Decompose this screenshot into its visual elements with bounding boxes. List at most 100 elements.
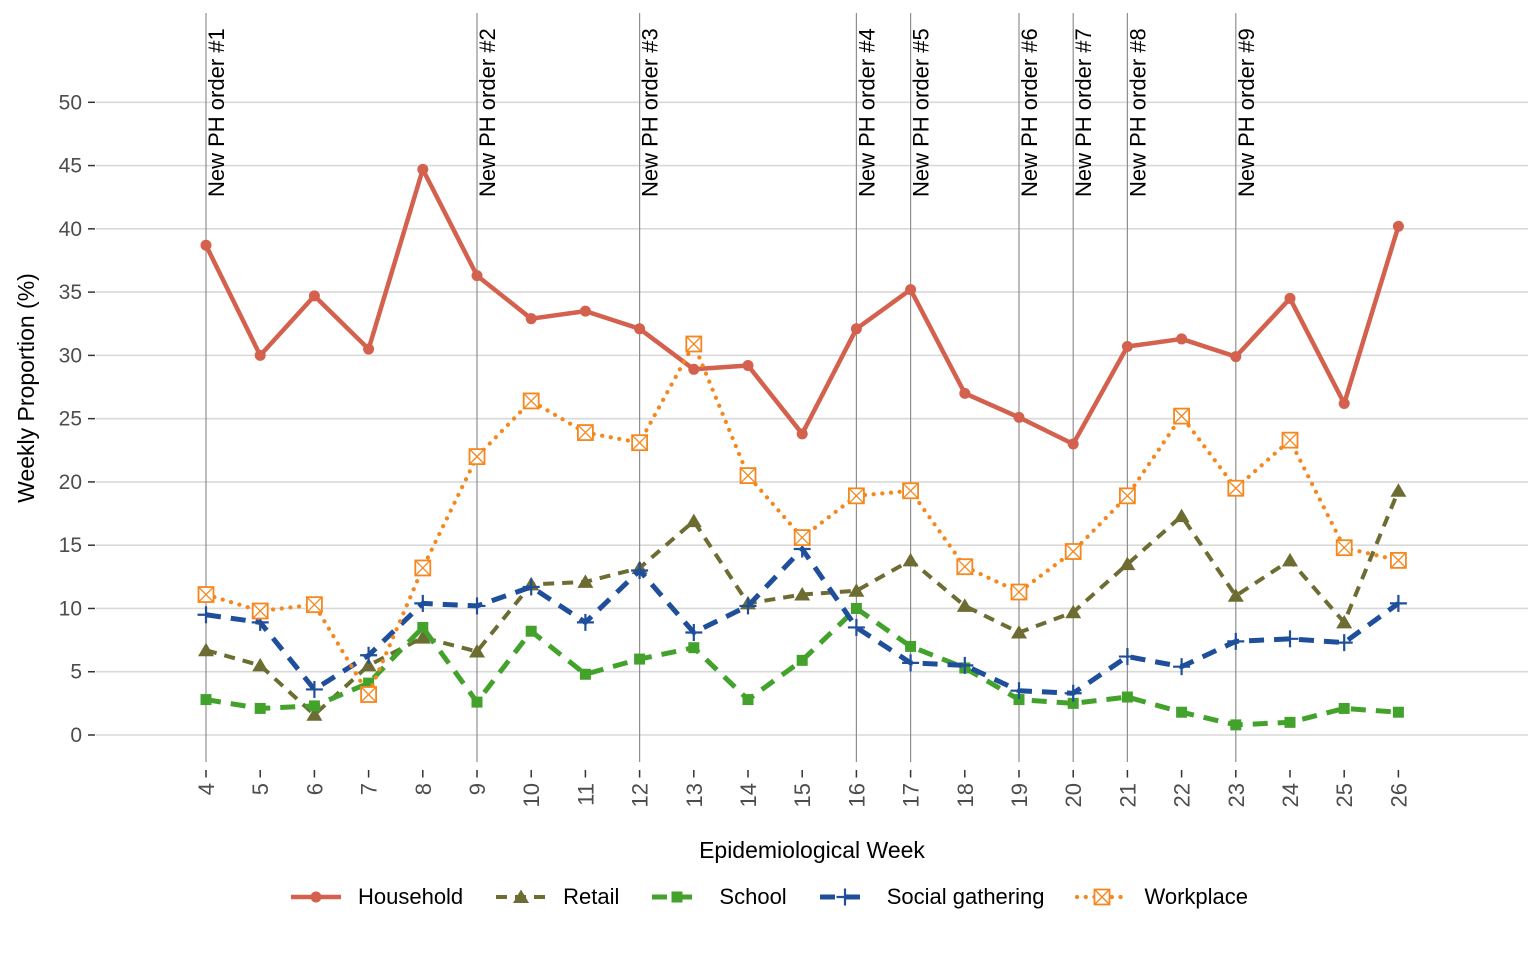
crossed-square-marker [1335, 539, 1353, 557]
triangle-marker [1336, 614, 1353, 629]
legend-marker [819, 888, 870, 906]
ph-order-label: New PH order #4 [854, 28, 879, 197]
x-tick-label: 18 [953, 783, 978, 807]
plus-marker [631, 561, 649, 579]
square-marker [1230, 719, 1242, 731]
plus-marker [1335, 634, 1353, 652]
plus-marker [836, 888, 854, 906]
plus-marker [739, 597, 757, 615]
plus-marker [1281, 630, 1299, 648]
triangle-marker [1390, 483, 1407, 497]
crossed-square-marker [468, 448, 486, 466]
x-axis-ticks [205, 770, 1400, 778]
x-tick-label: 23 [1224, 783, 1249, 807]
crossed-square-marker [577, 424, 594, 441]
plus-marker [522, 578, 540, 596]
ph-order-label: New PH order #7 [1071, 28, 1096, 197]
ph-order-label: New PH order #6 [1017, 28, 1042, 197]
chart-svg: New PH order #1 New PH order #2 New PH ord… [13, 13, 1528, 863]
y-tick-label: 40 [59, 218, 82, 241]
triangle-marker [198, 642, 214, 657]
legend-label: Social gathering [886, 884, 1045, 909]
plus-marker [197, 606, 215, 624]
circle-marker [471, 270, 483, 282]
legend-label: School [719, 884, 787, 909]
legend-marker [1075, 888, 1130, 906]
x-tick-label: 25 [1332, 783, 1357, 807]
plus-marker [956, 656, 974, 674]
y-tick-label: 20 [59, 471, 82, 494]
square-marker [742, 694, 754, 706]
square-marker [796, 654, 808, 666]
triangle-marker [1065, 604, 1082, 619]
legend-label: Household [357, 884, 464, 909]
plus-marker [1064, 684, 1082, 702]
series-workplace [197, 335, 1407, 703]
triangle-marker [1282, 552, 1298, 567]
circle-marker [1338, 397, 1350, 409]
series-line [205, 490, 1401, 717]
x-tick-label: 13 [682, 783, 707, 807]
plus-marker [902, 654, 920, 672]
triangle-marker [1119, 556, 1136, 571]
x-tick-label: 9 [465, 783, 490, 795]
circle-marker [308, 290, 320, 302]
plus-marker [1173, 658, 1191, 676]
y-tick-label: 30 [59, 344, 82, 367]
square-marker [471, 696, 483, 708]
y-tick-label: 5 [70, 661, 82, 684]
legend-item-social-gathering: Social gathering [817, 884, 1045, 910]
x-tick-label: 6 [302, 783, 327, 795]
square-marker [417, 621, 429, 633]
ph-order-annotation-lines [205, 13, 1237, 762]
plus-marker [1118, 648, 1136, 666]
legend-item-workplace: Workplace [1074, 884, 1248, 910]
circle-marker [959, 387, 971, 399]
square-marker [671, 891, 683, 903]
data-series-layer [197, 163, 1407, 731]
x-axis-tick-labels: 4 5 6 7 8 9 10 11 12 13 14 15 16 17 18 19 20 21 22 23 24 25 26 [194, 783, 1411, 807]
crossed-square-marker [631, 434, 648, 452]
crossed-square-marker [848, 487, 865, 505]
x-tick-label: 22 [1170, 783, 1195, 807]
legend-item-household: Household [288, 884, 463, 910]
crossed-square-marker [251, 602, 269, 620]
triangle-marker [306, 707, 323, 721]
circle-marker [796, 428, 808, 440]
x-tick-label: 7 [357, 783, 382, 795]
x-tick-label: 19 [1007, 783, 1032, 807]
y-axis-tick-labels: 0 5 10 15 20 25 30 35 40 45 50 [59, 91, 82, 747]
square-marker [254, 702, 266, 714]
triangle-marker [360, 657, 377, 672]
plus-marker [468, 597, 486, 615]
triangle-marker [252, 657, 269, 672]
circle-marker [742, 360, 754, 372]
circle-marker [688, 363, 700, 375]
circle-marker [850, 323, 862, 335]
crossed-square-marker [1390, 551, 1407, 569]
crossed-square-marker [197, 586, 215, 603]
square-marker [850, 602, 862, 614]
triangle-marker [513, 889, 530, 903]
triangle-marker [956, 598, 973, 612]
triangle-marker [577, 574, 594, 588]
x-tick-label: 17 [899, 783, 924, 807]
triangle-marker [794, 587, 811, 601]
circle-marker [634, 323, 646, 335]
legend-item-school: School [649, 884, 787, 910]
circle-marker [363, 343, 375, 355]
circle-marker [254, 349, 266, 361]
y-tick-label: 0 [70, 724, 82, 747]
legend-label: Retail [563, 884, 620, 909]
crossed-square-marker [685, 335, 703, 353]
ph-order-label: New PH order #8 [1125, 28, 1150, 197]
triangle-marker [1173, 508, 1190, 523]
legend-marker [652, 891, 703, 903]
ph-order-label: New PH order #3 [638, 28, 663, 197]
legend: Household Retail School Social gathering Wor… [0, 884, 1536, 910]
circle-marker [1392, 220, 1404, 232]
circle-marker [1284, 292, 1296, 304]
plus-marker [847, 618, 865, 636]
plus-marker [1227, 632, 1245, 650]
plus-marker [576, 613, 594, 631]
